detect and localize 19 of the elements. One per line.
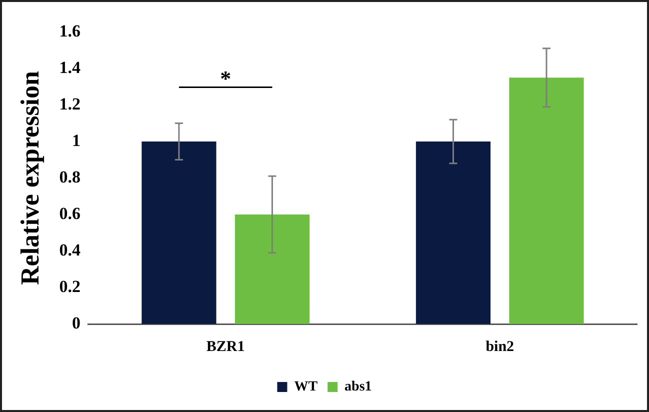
bar <box>416 142 491 324</box>
annotation: * <box>220 66 232 91</box>
y-tick-label: 1 <box>72 130 80 150</box>
bar <box>142 142 216 324</box>
bar <box>509 78 584 324</box>
y-tick-label: 1.6 <box>59 21 80 40</box>
y-tick-label: 0.8 <box>59 167 80 186</box>
y-axis-title: Relative expression <box>15 70 44 285</box>
x-tick-label: bin2 <box>486 338 514 355</box>
x-tick-label: BZR1 <box>206 338 245 355</box>
y-tick-label: 0 <box>72 313 80 332</box>
legend-label: abs1 <box>344 380 372 395</box>
y-tick-label: 1.2 <box>59 94 80 114</box>
legend-label: WT <box>294 380 318 395</box>
y-tick-label: 0.4 <box>59 240 81 260</box>
bar <box>234 214 310 324</box>
y-tick-label: 0.2 <box>59 276 80 296</box>
y-tick-label: 1.4 <box>59 58 81 77</box>
y-tick-label: 0.6 <box>59 204 80 223</box>
